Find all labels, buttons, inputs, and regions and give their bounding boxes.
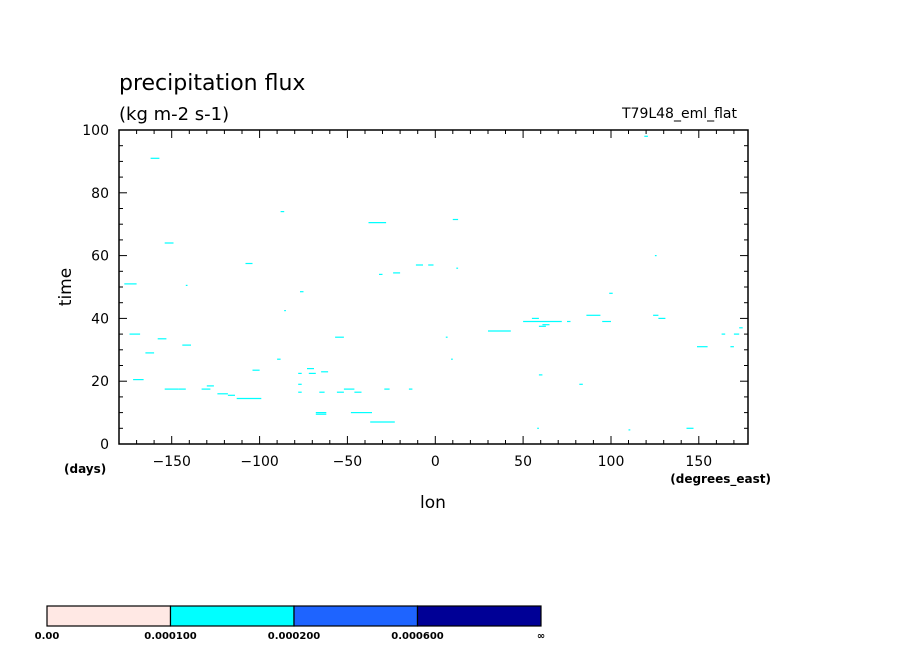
x-axis-ticks: −150 −100 −50 0 50 100 150 xyxy=(136,130,735,470)
y-tick-label: 100 xyxy=(82,123,109,139)
plot-frame xyxy=(118,129,749,445)
contour-segments xyxy=(124,135,743,431)
y-axis-unit: (days) xyxy=(64,462,106,476)
plot-area: −150 −100 −50 0 50 100 150 0 20 40 60 80 100 xyxy=(82,123,749,470)
colorbar-level-label: 0.000600 xyxy=(391,631,444,642)
x-axis-unit: (degrees_east) xyxy=(670,472,771,487)
colorbar-level-label: 0.00 xyxy=(35,631,60,642)
colorbar-swatch xyxy=(46,605,172,627)
x-axis-label: lon xyxy=(420,493,446,513)
y-tick-label: 0 xyxy=(100,437,109,453)
colorbar-swatch xyxy=(169,605,295,627)
y-tick-label: 60 xyxy=(91,249,109,265)
colorbar-swatch xyxy=(416,605,542,627)
colorbar: 0.00 0.000100 0.000200 0.000600 ∞ xyxy=(35,605,545,642)
y-axis-ticks: 0 20 40 60 80 100 xyxy=(82,123,748,453)
chart-subtitle: (kg m-2 s-1) xyxy=(119,104,229,125)
x-tick-label: 50 xyxy=(514,454,532,470)
x-tick-label: −150 xyxy=(152,454,190,470)
x-tick-label: 150 xyxy=(685,454,712,470)
chart-title: precipitation flux xyxy=(119,71,305,96)
run-label: T79L48_eml_flat xyxy=(621,106,738,122)
colorbar-swatch xyxy=(293,605,419,627)
colorbar-level-label: ∞ xyxy=(537,631,545,642)
colorbar-level-label: 0.000200 xyxy=(268,631,321,642)
x-tick-label: −100 xyxy=(240,454,278,470)
y-tick-label: 80 xyxy=(91,186,109,202)
x-tick-label: 100 xyxy=(598,454,625,470)
y-axis-label: time xyxy=(56,268,76,306)
y-tick-label: 20 xyxy=(91,374,109,390)
y-tick-label: 40 xyxy=(91,311,109,327)
x-tick-label: −50 xyxy=(333,454,363,470)
x-tick-label: 0 xyxy=(431,454,440,470)
colorbar-level-label: 0.000100 xyxy=(144,631,197,642)
